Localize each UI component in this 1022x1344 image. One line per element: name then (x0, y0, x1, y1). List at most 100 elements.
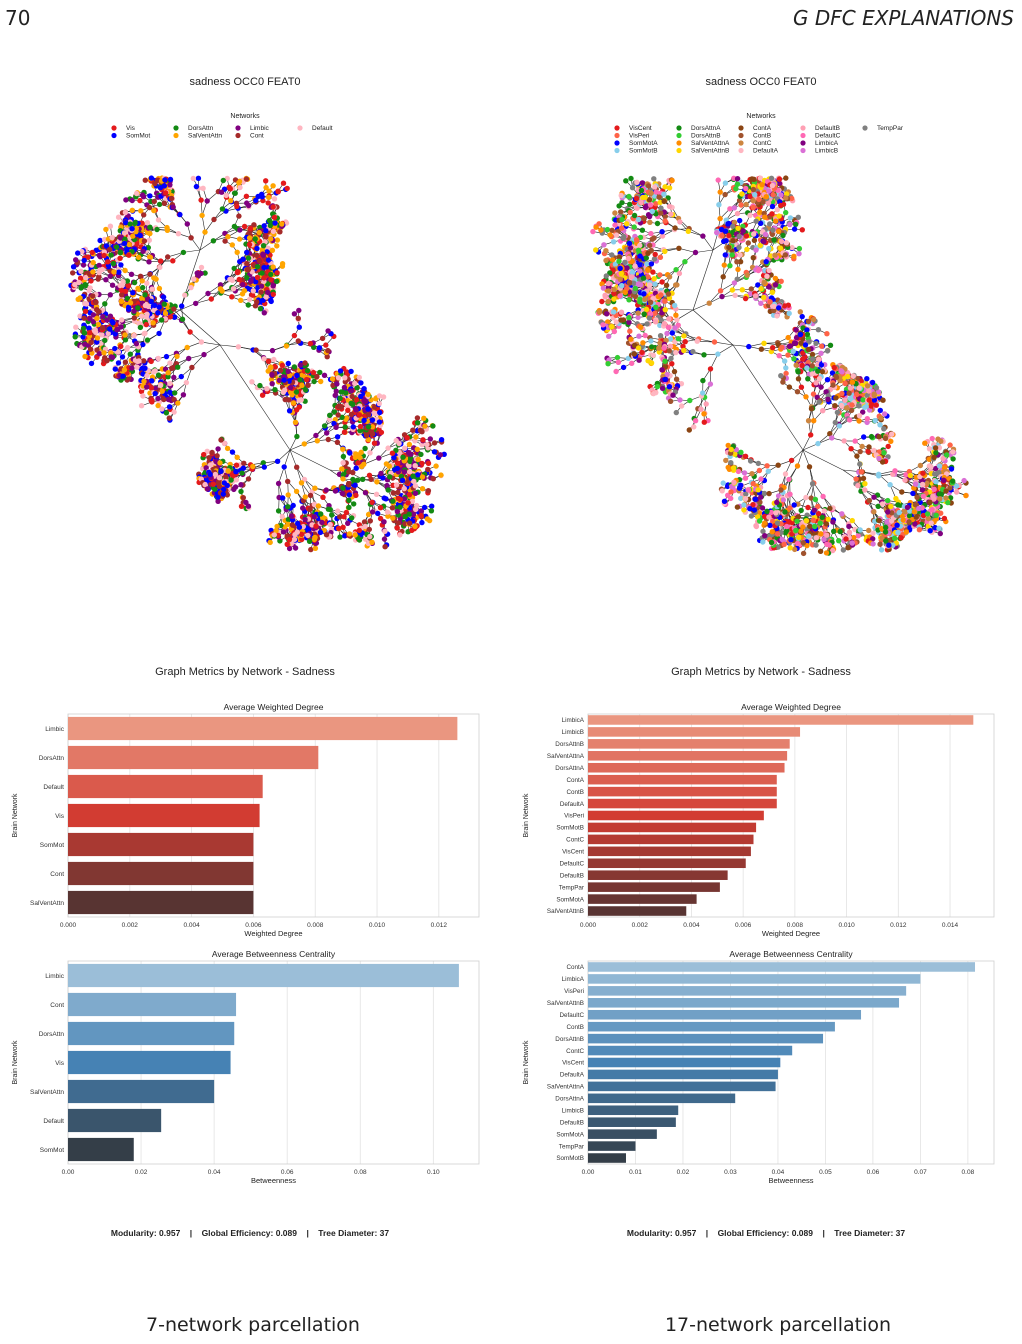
tree-node (410, 511, 417, 518)
tree-node (165, 374, 171, 380)
bar (68, 803, 260, 828)
tree-node (270, 183, 276, 189)
tree-node (659, 229, 665, 235)
tree-node (268, 298, 274, 305)
tree-node (357, 454, 363, 461)
tree-node (672, 302, 678, 309)
tree-node (144, 311, 150, 317)
tree-node (285, 504, 291, 510)
tree-node (862, 404, 868, 410)
tree-node (240, 465, 247, 471)
tree-node (285, 368, 291, 375)
tree-node (394, 508, 401, 515)
tree-node (305, 382, 311, 388)
tree-node (271, 532, 277, 538)
tree-node (661, 345, 667, 351)
tree-node (381, 536, 388, 542)
tree-node (620, 364, 627, 371)
tree-node (871, 391, 877, 397)
tree-node (299, 372, 305, 378)
tree-node (395, 520, 401, 526)
tree-node (139, 295, 145, 302)
tree-node (281, 464, 287, 470)
tree-node (674, 317, 680, 323)
tree-node (419, 474, 426, 480)
legend-marker (111, 125, 117, 131)
tree-node (259, 270, 265, 276)
legend-marker (676, 132, 682, 139)
tree-node (604, 311, 610, 317)
tree-node (155, 395, 161, 402)
tree-node (827, 431, 833, 437)
tree-node (636, 333, 642, 339)
category-label: Cont (50, 1002, 64, 1009)
tree-node (771, 237, 777, 243)
tree-node (648, 190, 654, 196)
tree-node (832, 403, 838, 409)
legend: VisCentVisPeriSomMotASomMotBDorsAttnADor… (614, 125, 904, 155)
tree-node (407, 458, 413, 465)
tree-node (102, 337, 108, 344)
tree-node (228, 477, 234, 483)
legend-label: LimbicA (815, 140, 839, 147)
tree-node (604, 226, 611, 233)
tree-node (860, 475, 867, 482)
tree-node (82, 300, 88, 307)
tree-node (640, 340, 646, 346)
tree-node (815, 440, 821, 447)
tree-node (744, 246, 750, 253)
tree-node (346, 492, 353, 498)
tree-node (380, 394, 387, 400)
tree-node (274, 270, 280, 276)
legend-entry: VisCent (614, 125, 652, 132)
tree-node (750, 197, 756, 204)
tree-node (377, 505, 384, 511)
tree-node (628, 175, 634, 182)
tree-node (661, 321, 668, 327)
category-label: SalVentAttn (30, 900, 64, 907)
tree-node (122, 359, 129, 365)
tree-node (729, 287, 736, 293)
tree-node (424, 516, 431, 522)
tree-node (666, 185, 673, 191)
tree-node (297, 377, 303, 383)
tree-node (212, 486, 218, 492)
tree-node (82, 341, 88, 347)
tree-node (378, 429, 385, 436)
tree-node (345, 520, 351, 526)
legend-entry: SalVentAttnA (676, 140, 730, 147)
tree-node (313, 432, 319, 439)
legend-entry: TempPar (862, 125, 904, 132)
tree-node (761, 294, 767, 301)
tree-node (304, 367, 311, 374)
tree-node (335, 525, 342, 531)
x-tick-label: 0.008 (307, 922, 324, 929)
tree-node (767, 221, 773, 227)
tree-node (615, 359, 622, 365)
tree-node (673, 312, 679, 318)
tree-node (131, 279, 138, 286)
tree-node (167, 360, 173, 366)
x-tick-label: 0.02 (135, 1169, 148, 1176)
tree-node (860, 397, 866, 403)
tree-node (402, 445, 408, 451)
tree-node (147, 254, 154, 261)
tree-node (137, 273, 144, 279)
tree-node (261, 275, 267, 281)
tree-node (764, 273, 770, 279)
tree-node (221, 486, 227, 493)
tree-node (234, 454, 240, 460)
tree-node (418, 512, 424, 519)
tree-node (152, 180, 158, 187)
tree-node (109, 282, 116, 288)
tree-node (382, 528, 388, 534)
tree-node (245, 267, 251, 273)
tree-node (72, 281, 78, 288)
tree-node (272, 220, 278, 226)
tree-node (365, 406, 371, 412)
legend-label: DorsAttnB (691, 133, 721, 140)
tree-node (272, 387, 278, 393)
tree-node (762, 231, 769, 238)
tree-node (694, 338, 700, 344)
tree-node (635, 310, 641, 316)
